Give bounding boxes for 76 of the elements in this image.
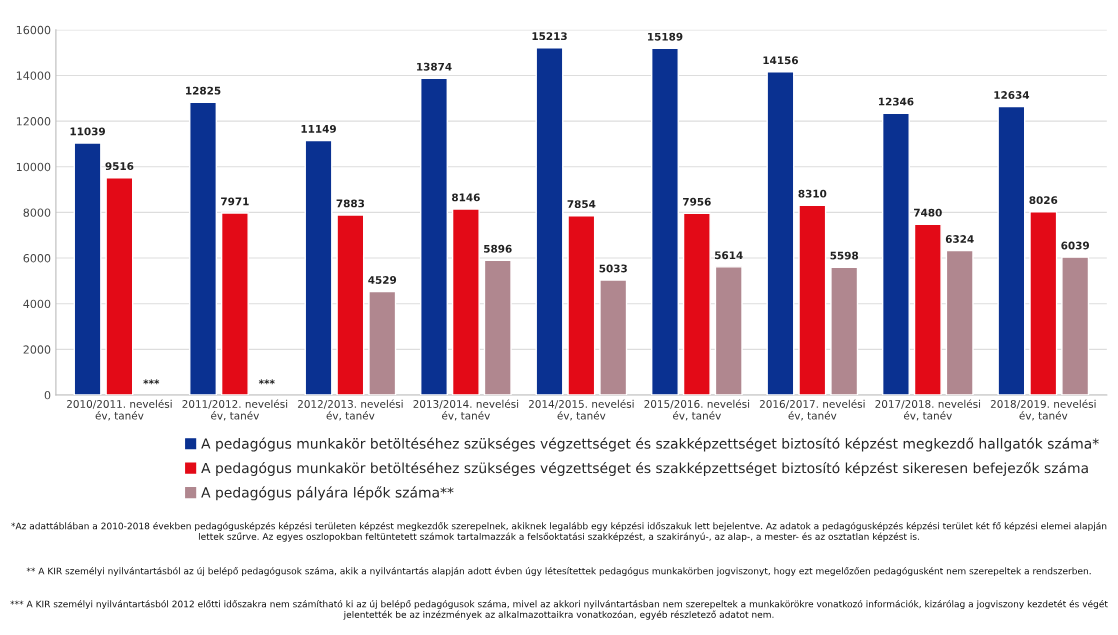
x-tick-label: 2017/2018. nevelési év, tanév [875, 399, 981, 421]
data-label: 4529 [368, 276, 397, 284]
data-label: 12346 [879, 97, 914, 106]
x-tick-label: 2014/2015. nevelési év, tanév [528, 399, 634, 421]
data-label: 8146 [452, 193, 480, 202]
legend-label: A pedagógus pályára lépők száma** [201, 486, 454, 501]
y-tick-label: 6000 [23, 254, 51, 263]
bar [220, 212, 249, 395]
x-tick-label: 2010/2011. nevelési év, tanév [67, 399, 172, 421]
data-label: 12634 [994, 91, 1030, 99]
bar [830, 266, 859, 395]
bar [483, 259, 512, 395]
data-label: 8026 [1029, 196, 1058, 205]
data-label: 5033 [599, 264, 627, 273]
bar [1061, 256, 1090, 395]
data-label: 5614 [715, 251, 743, 260]
data-label: 15213 [532, 32, 567, 41]
data-label: 14156 [763, 56, 799, 65]
data-label: 13874 [417, 62, 452, 71]
y-tick-label: 2000 [23, 345, 51, 354]
bar [650, 47, 679, 395]
legend-label: A pedagógus munkakör betöltéséhez szükséges végzettséget és szakképzettséget biztosító képzést sikeresen befejezők száma [201, 461, 1088, 476]
data-label: 12825 [186, 86, 221, 95]
data-label: 7971 [221, 197, 249, 206]
bar [997, 105, 1026, 395]
x-tick-label: 2018/2019. nevelési év, tanév [990, 399, 1096, 421]
text: *** A KIR személyi nyilvántartásból 2012 előtti időszakra nem számítható ki az új belépő pedagógusok száma, mivel az akkori nyilvántartásban nem szerepeltek a munkakörökre vonatkozó információk, kizárólag a jogviszony kezdetét és végét jelentették be az inzézmények az alkalmazottaikra vonatkozóan, egyéb részletező adatot nem. [10, 600, 1108, 620]
x-tick-label: 2012/2013. nevelési év, tanév [297, 399, 403, 421]
data-label: 5598 [830, 251, 859, 260]
bar [599, 279, 628, 395]
x-tick-label: 2015/2016. nevelési év, tanév [644, 399, 750, 421]
bar [881, 112, 910, 395]
bar [567, 215, 596, 395]
data-label: 7480 [914, 208, 942, 217]
bar [304, 139, 333, 395]
data-label: 8310 [798, 189, 827, 198]
text: *Az adattáblában a 2010-2018 években pedagógusképzés képzési területen képzést megkezdők szerepelnek, akiknek legalább egy képzési időszakuk lett bejelentve. Az adatok a pedagógusképzés képzési terület két fő képzési elemei alapján lettek szűrve. Az egyes oszlopokban feltüntetett számok tartalmazzák a felsőoktatási szakképzést, a szakirányú-, az alap-, a mester- és az osztatlan képzést is. [11, 522, 1107, 542]
data-label: 7854 [567, 200, 596, 209]
x-tick-label: 2013/2014. nevelési év, tanév [413, 399, 519, 421]
bar [1029, 211, 1058, 395]
bar [368, 290, 397, 395]
bar [913, 223, 942, 395]
text: *** [143, 379, 160, 385]
data-label: 6039 [1061, 241, 1090, 250]
bar [451, 208, 480, 395]
y-tick-label: 4000 [23, 299, 51, 309]
data-label: 7956 [683, 197, 711, 206]
x-tick-label: 2016/2017. nevelési év, tanév [759, 399, 865, 421]
data-label: 7883 [336, 199, 365, 208]
y-tick-label: 8000 [23, 208, 51, 217]
bar [105, 177, 134, 395]
bar [336, 214, 365, 395]
data-label: 5896 [484, 244, 512, 253]
legend-label: A pedagógus munkakör betöltéséhez szükséges végzettséget és szakképzettséget biztosító képzést megkezdő hallgatók száma* [201, 437, 1099, 452]
data-label: 9516 [105, 162, 134, 171]
x-tick-label: 2011/2012. nevelési év, tanév [182, 399, 288, 421]
bar [682, 212, 711, 395]
text: *** [258, 379, 275, 385]
bar [535, 47, 564, 395]
bar [73, 142, 102, 395]
y-tick-label: 12000 [16, 117, 51, 126]
bar [798, 204, 827, 395]
bar [420, 77, 448, 395]
y-tick-label: 14000 [16, 71, 51, 80]
data-label: 15189 [648, 32, 683, 41]
y-tick-label: 0 [44, 390, 51, 400]
bar [945, 249, 974, 395]
y-tick-label: 10000 [16, 162, 51, 172]
text: ** A KIR személyi nyilvántartásból az új belépő pedagógusok száma, akik a nyilvántartás alapján adott évben úgy létesítettek pedagógus munkakörben jogviszonyt, hogy ezt megelőzően pedagógusként nem szerepeltek a rendszerben. [26, 567, 1091, 577]
bar [189, 101, 218, 395]
data-label: 11149 [301, 124, 336, 133]
data-label: 11039 [70, 127, 105, 136]
bar [766, 71, 795, 395]
y-tick-label: 16000 [16, 25, 51, 35]
bar [714, 266, 743, 395]
data-label: 6324 [945, 235, 974, 243]
